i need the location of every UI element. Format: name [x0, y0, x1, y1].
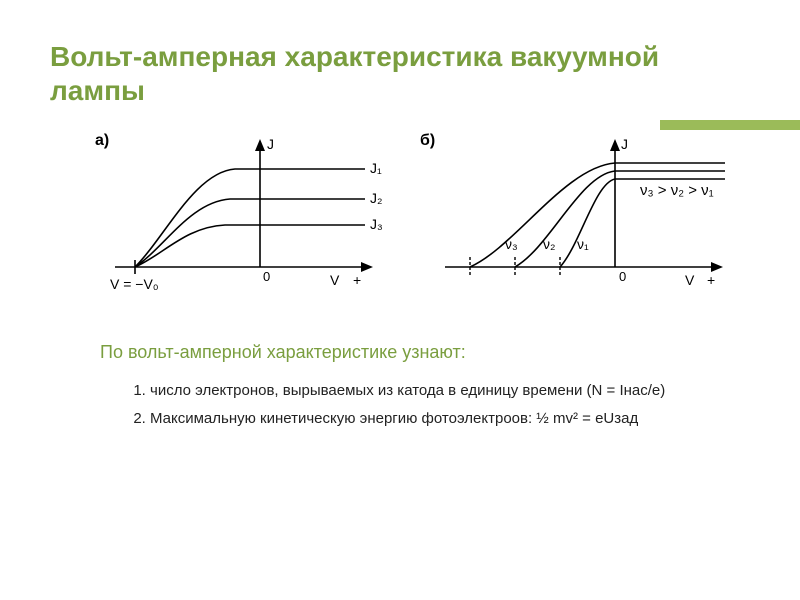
series-label-j1: J₁	[370, 160, 382, 176]
chart-b-svg: б) J V + 0 ν₃ > ν₂ > ν₁ ν₃ ν	[415, 127, 735, 297]
list-item: число электронов, вырываемых из катода в…	[150, 381, 750, 401]
chart-a-yaxis: J	[267, 136, 274, 152]
chart-a-xaxis: V	[330, 272, 340, 288]
chart-b-plus: +	[707, 272, 715, 288]
chart-b-yaxis: J	[621, 136, 628, 152]
series-label-j2: J₂	[370, 190, 382, 206]
slide-title: Вольт-амперная характеристика вакуумной …	[50, 40, 750, 107]
freq-inequality: ν₃ > ν₂ > ν₁	[640, 182, 714, 199]
series-label-j3: J₃	[370, 216, 383, 232]
info-list: число электронов, вырываемых из катода в…	[150, 381, 750, 430]
charts-row: а) J V + 0 V = −V₀ J₁ J₂ J₃	[85, 127, 750, 302]
chart-a-plus: +	[353, 272, 361, 288]
chart-a-origin: 0	[263, 269, 270, 284]
chart-a-label: а)	[95, 132, 109, 149]
chart-a: а) J V + 0 V = −V₀ J₁ J₂ J₃	[85, 127, 385, 302]
chart-b: б) J V + 0 ν₃ > ν₂ > ν₁ ν₃ ν	[415, 127, 735, 302]
chart-b-xaxis: V	[685, 272, 695, 288]
subtitle: По вольт-амперной характеристике узнают:	[100, 342, 750, 363]
series-label-nu2: ν₂	[543, 236, 555, 252]
chart-b-label: б)	[420, 132, 435, 149]
series-label-nu3: ν₃	[505, 236, 518, 252]
chart-a-svg: а) J V + 0 V = −V₀ J₁ J₂ J₃	[85, 127, 385, 297]
chart-a-v0: V = −V₀	[110, 276, 159, 292]
series-label-nu1: ν₁	[577, 236, 589, 252]
list-item: Максимальную кинетическую энергию фотоэл…	[150, 409, 750, 429]
chart-b-origin: 0	[619, 269, 626, 284]
